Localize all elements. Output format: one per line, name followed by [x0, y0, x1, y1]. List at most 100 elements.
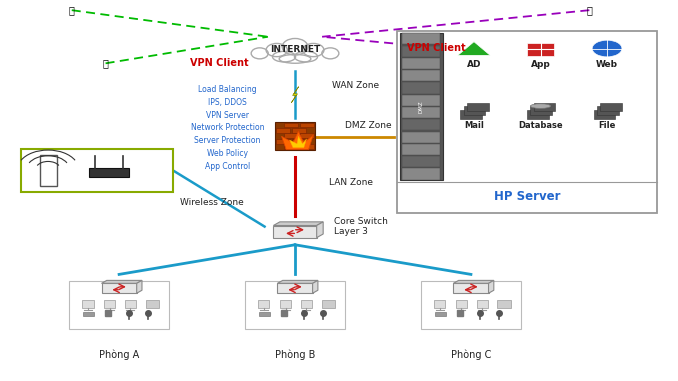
Bar — [259, 312, 271, 316]
Polygon shape — [489, 280, 494, 293]
Bar — [321, 300, 335, 308]
Text: DMZ Zone: DMZ Zone — [345, 121, 391, 130]
Ellipse shape — [266, 43, 287, 57]
Bar — [397, 31, 657, 213]
Bar — [402, 119, 441, 131]
Text: HP Server: HP Server — [494, 190, 560, 203]
Bar — [593, 110, 615, 118]
Polygon shape — [317, 222, 323, 238]
Bar — [400, 33, 443, 180]
Ellipse shape — [282, 38, 308, 55]
Bar — [280, 300, 292, 308]
Polygon shape — [290, 136, 306, 147]
Bar — [456, 300, 467, 308]
Bar — [402, 107, 441, 118]
Polygon shape — [273, 226, 317, 238]
Text: Phòng A: Phòng A — [99, 349, 139, 360]
Bar — [402, 156, 441, 167]
Bar — [527, 43, 554, 56]
Bar — [402, 83, 441, 94]
Bar — [467, 102, 489, 111]
FancyBboxPatch shape — [69, 281, 170, 330]
Polygon shape — [292, 86, 299, 102]
Ellipse shape — [530, 104, 551, 108]
Ellipse shape — [322, 48, 339, 59]
Bar — [39, 155, 56, 186]
Bar — [292, 128, 306, 133]
Bar — [292, 139, 306, 144]
Polygon shape — [102, 280, 142, 283]
Text: Wireless Zone: Wireless Zone — [180, 198, 244, 207]
Bar — [21, 149, 174, 192]
Text: WAN Zone: WAN Zone — [332, 81, 380, 90]
Circle shape — [592, 40, 622, 57]
FancyBboxPatch shape — [245, 281, 345, 330]
Bar — [460, 110, 482, 118]
Ellipse shape — [279, 54, 311, 63]
Bar — [498, 300, 511, 308]
Bar — [275, 122, 315, 149]
Bar — [402, 95, 441, 106]
Bar — [125, 300, 136, 308]
Bar — [435, 312, 446, 316]
Text: AD: AD — [466, 59, 481, 69]
Bar — [402, 46, 441, 57]
Text: INTERNET: INTERNET — [270, 45, 320, 54]
Bar — [82, 300, 94, 308]
Bar — [276, 128, 290, 133]
Text: Load Balancing
IPS, DDOS
VPN Server
Network Protection
Server Protection
Web Pol: Load Balancing IPS, DDOS VPN Server Netw… — [191, 85, 264, 171]
Bar — [300, 123, 314, 127]
Text: File: File — [599, 121, 616, 130]
Text: 💻: 💻 — [563, 54, 569, 64]
Bar — [402, 144, 441, 155]
Text: DMZ: DMZ — [419, 100, 424, 113]
Bar — [402, 58, 441, 69]
Polygon shape — [137, 280, 142, 293]
Text: VPN Client: VPN Client — [407, 43, 465, 53]
Text: VPN Client: VPN Client — [190, 58, 249, 68]
Text: Mail: Mail — [464, 121, 484, 130]
Text: 📱: 📱 — [68, 5, 75, 15]
Polygon shape — [273, 222, 323, 226]
Bar — [402, 131, 441, 143]
Text: Web: Web — [596, 59, 618, 69]
Bar — [402, 70, 441, 82]
Polygon shape — [102, 283, 137, 293]
Bar — [434, 300, 445, 308]
Bar — [597, 106, 618, 115]
Text: Database: Database — [518, 121, 563, 130]
Bar — [146, 300, 159, 308]
Bar — [464, 106, 485, 115]
Ellipse shape — [251, 48, 268, 59]
Text: Phòng B: Phòng B — [275, 349, 315, 360]
Bar — [300, 133, 314, 138]
Text: App: App — [531, 59, 551, 69]
Polygon shape — [454, 283, 489, 293]
Bar — [258, 300, 269, 308]
Bar — [477, 300, 488, 308]
Bar — [301, 300, 312, 308]
Bar — [104, 300, 115, 308]
Text: Core Switch
Layer 3: Core Switch Layer 3 — [334, 217, 388, 236]
Ellipse shape — [302, 43, 324, 57]
Polygon shape — [313, 280, 318, 293]
Polygon shape — [277, 283, 313, 293]
Polygon shape — [454, 280, 494, 283]
Polygon shape — [281, 131, 313, 149]
Text: Phòng C: Phòng C — [451, 349, 491, 360]
Bar — [530, 106, 552, 115]
Polygon shape — [277, 280, 318, 283]
Ellipse shape — [294, 51, 317, 62]
Polygon shape — [458, 42, 490, 55]
Bar — [300, 144, 314, 149]
Bar — [284, 144, 298, 149]
Bar — [402, 168, 441, 180]
FancyBboxPatch shape — [421, 281, 521, 330]
Bar — [89, 168, 129, 177]
Text: 📱: 📱 — [586, 5, 593, 15]
Ellipse shape — [273, 51, 296, 62]
Text: LAN Zone: LAN Zone — [329, 178, 373, 187]
Bar — [527, 110, 549, 118]
Bar — [284, 123, 298, 127]
Bar — [83, 312, 94, 316]
